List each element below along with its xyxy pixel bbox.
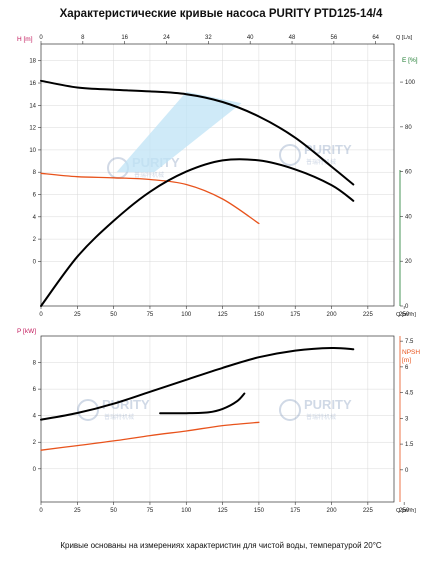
x-tick-label: 25 <box>74 312 81 318</box>
y-right-tick-label: 0 <box>405 304 409 310</box>
y-left-tick-label: 4 <box>33 215 37 221</box>
top-tick-label: 32 <box>205 35 212 41</box>
x-tick-label: 100 <box>181 508 192 514</box>
watermark-sub: 普瑞特机械 <box>134 171 164 179</box>
watermark-sub: 普瑞特机械 <box>306 413 336 421</box>
x-tick-label: 225 <box>363 508 374 514</box>
x-tick-label: 150 <box>254 312 265 318</box>
x-tick-label: 0 <box>39 312 43 318</box>
x-tick-label: 250 <box>399 508 410 514</box>
x-tick-label: 50 <box>110 508 117 514</box>
y-left-tick-label: 18 <box>29 59 36 65</box>
y-right-axis-label: [m] <box>402 357 411 364</box>
y-right-tick-label: 3 <box>405 416 409 422</box>
series-line-upper-1 <box>40 172 260 225</box>
x-tick-label: 25 <box>74 508 81 514</box>
y-right-tick-label: 6 <box>405 365 409 371</box>
x-tick-label: 50 <box>110 312 117 318</box>
y-right-axis-label: E [%] <box>402 57 418 64</box>
y-left-tick-label: 12 <box>29 126 36 132</box>
y-right-tick-label: 1.5 <box>405 442 414 448</box>
top-tick-label: 24 <box>163 35 170 41</box>
watermark-emblem <box>77 399 99 421</box>
y-right-axis-label: NPSH <box>402 349 420 356</box>
series-line-upper-0 <box>40 79 355 186</box>
x-tick-label: 150 <box>254 508 265 514</box>
y-left-tick-label: 2 <box>33 237 37 243</box>
series-line-lower-2 <box>159 392 246 415</box>
top-tick-label: 64 <box>372 35 379 41</box>
x-tick-label: 75 <box>147 312 154 318</box>
x-tick-label: 175 <box>290 508 301 514</box>
y-right-tick-label: 100 <box>405 80 416 86</box>
y-left-tick-label: 6 <box>33 193 37 199</box>
watermark-brand: PURITY <box>102 397 150 412</box>
y-right-tick-label: 60 <box>405 170 412 176</box>
top-tick-label: 56 <box>331 35 338 41</box>
y-left-tick-label: 0 <box>33 259 37 265</box>
y-right-tick-label: 80 <box>405 125 412 131</box>
y-left-tick-label: 16 <box>29 81 36 87</box>
x-tick-label: 225 <box>363 312 374 318</box>
y-left-axis-label: P [kW] <box>17 328 36 335</box>
top-tick-label: 48 <box>289 35 296 41</box>
series-line-lower-1 <box>40 421 260 451</box>
watermark-emblem <box>279 399 301 421</box>
chart-footnote: Кривые основаны на измерениях характерис… <box>60 541 382 550</box>
y-right-tick-label: 7.5 <box>405 339 414 345</box>
x-tick-label: 75 <box>147 508 154 514</box>
x-tick-label: 200 <box>327 508 338 514</box>
watermark-brand: PURITY <box>304 397 352 412</box>
x-tick-label: 250 <box>399 312 410 318</box>
y-left-tick-label: 8 <box>33 361 37 367</box>
top-tick-label: 16 <box>121 35 128 41</box>
y-right-tick-label: 40 <box>405 214 412 220</box>
x-tick-label: 175 <box>290 312 301 318</box>
top-tick-label: 40 <box>247 35 254 41</box>
operating-range-area <box>116 91 242 173</box>
plot-frame <box>40 43 395 307</box>
y-right-tick-label: 4.5 <box>405 391 414 397</box>
watermark-sub: 普瑞特机械 <box>104 413 134 421</box>
x-tick-label: 0 <box>39 508 43 514</box>
watermark-emblem <box>279 144 301 166</box>
top-tick-label: 0 <box>39 35 43 41</box>
y-left-axis-label: H [m] <box>17 36 33 43</box>
x-tick-label: 125 <box>218 508 229 514</box>
y-left-tick-label: 8 <box>33 170 37 176</box>
watermark-sub: 普瑞特机械 <box>306 158 336 166</box>
chart-upper: PURITY普瑞特机械PURITY普瑞特机械025507510012515017… <box>17 35 418 318</box>
top-tick-label: 8 <box>81 35 85 41</box>
top-axis-label: Q [L/s] <box>396 35 413 41</box>
x-axis-label: Q [m³/h] <box>396 312 416 318</box>
y-left-tick-label: 14 <box>29 103 36 109</box>
y-left-tick-label: 6 <box>33 387 37 393</box>
x-tick-label: 125 <box>218 312 229 318</box>
chart-title: Характеристические кривые насоса PURITY … <box>59 8 383 20</box>
y-left-tick-label: 10 <box>29 148 36 154</box>
y-left-tick-label: 2 <box>33 440 37 446</box>
y-right-tick-label: 20 <box>405 259 412 265</box>
y-left-tick-label: 0 <box>33 467 37 473</box>
x-axis-label: Q [m³/h] <box>396 508 416 514</box>
y-left-tick-label: 4 <box>33 414 37 420</box>
series-line-upper-2 <box>40 158 355 307</box>
x-tick-label: 100 <box>181 312 192 318</box>
x-tick-label: 200 <box>327 312 338 318</box>
y-right-tick-label: 0 <box>405 468 409 474</box>
series-line-lower-0 <box>40 346 355 421</box>
